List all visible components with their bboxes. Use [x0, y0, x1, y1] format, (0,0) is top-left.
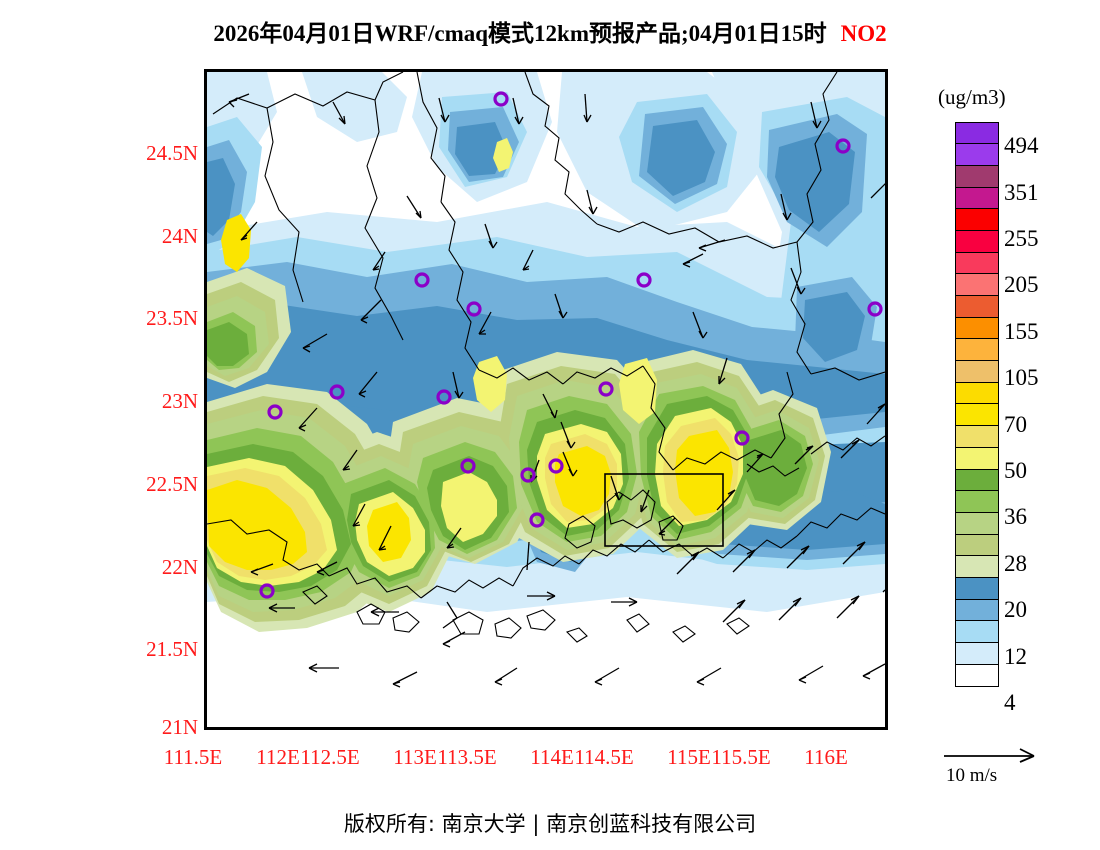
station-marker[interactable]: [636, 272, 652, 288]
colorbar-band: [955, 403, 999, 427]
colorbar-band: [955, 381, 999, 405]
colorbar-band: [955, 295, 999, 319]
colorbar-tick-label: 494: [1004, 133, 1039, 159]
station-marker[interactable]: [548, 458, 564, 474]
x-axis-label: 115E: [667, 745, 711, 769]
y-axis-label: 22.5N: [146, 472, 198, 496]
wind-scale-key: 10 m/s: [940, 745, 1090, 786]
colorbar-band: [955, 273, 999, 297]
colorbar-band: [955, 511, 999, 536]
y-axis-label: 23.5N: [146, 306, 198, 330]
station-marker[interactable]: [598, 381, 614, 397]
station-marker[interactable]: [267, 404, 283, 420]
colorbar-band: [955, 490, 999, 514]
colorbar-tick-label: 28: [1004, 550, 1027, 576]
y-axis-label: 24N: [161, 224, 198, 248]
colorbar-band: [955, 468, 999, 492]
contour-field: [207, 72, 885, 727]
x-axis-label: 111.5E: [163, 745, 223, 769]
colorbar-band: [955, 316, 999, 340]
station-marker[interactable]: [329, 384, 345, 400]
station-marker[interactable]: [259, 583, 275, 599]
species-label: NO2: [840, 21, 887, 46]
y-axis-label: 24.5N: [146, 141, 198, 165]
wind-vector-field: [228, 93, 885, 688]
colorbar-band: [955, 425, 999, 449]
colorbar-band: [955, 338, 999, 362]
colorbar-tick-label: 205: [1004, 272, 1039, 298]
colorbar-band: [955, 229, 999, 254]
colorbar-tick-label: 4: [1004, 690, 1016, 715]
x-axis-label: 113.5E: [437, 745, 497, 769]
y-axis-label: 23N: [161, 389, 198, 413]
colorbar-tick-label: 36: [1004, 504, 1027, 530]
coastline-and-borders: [207, 72, 885, 643]
colorbar-units: (ug/m3): [938, 85, 1006, 109]
colorbar-tick-label: 351: [1004, 179, 1039, 205]
station-marker[interactable]: [414, 272, 430, 288]
colorbar-tick-label: 20: [1004, 597, 1027, 623]
colorbar-band: [955, 208, 999, 232]
forecast-map-plot[interactable]: [204, 69, 888, 730]
station-marker[interactable]: [436, 389, 452, 405]
station-marker-group[interactable]: [259, 91, 883, 599]
copyright-footer: 版权所有: 南京大学 | 南京创蓝科技有限公司: [343, 812, 757, 836]
colorbar-band: [955, 620, 999, 644]
station-marker[interactable]: [466, 301, 482, 317]
wind-scale-label: 10 m/s: [946, 765, 998, 786]
station-marker[interactable]: [529, 512, 545, 528]
colorbar[interactable]: [955, 121, 999, 687]
x-axis-label: 115.5E: [711, 745, 771, 769]
colorbar-band: [955, 663, 999, 687]
colorbar-band: [955, 642, 999, 666]
x-axis-label: 112E: [256, 745, 300, 769]
page-title: 2026年04月01日WRF/cmaq模式12km预报产品;04月01日15时 N…: [0, 14, 1100, 48]
station-marker[interactable]: [460, 458, 476, 474]
colorbar-band: [955, 164, 999, 189]
colorbar-tick-label: 105: [1004, 365, 1039, 391]
y-axis-label: 21.5N: [146, 637, 198, 661]
colorbar-band: [955, 251, 999, 275]
colorbar-band: [955, 533, 999, 557]
station-marker[interactable]: [734, 430, 750, 446]
colorbar-band: [955, 143, 999, 167]
colorbar-tick-label: 70: [1004, 411, 1027, 437]
colorbar-band: [955, 598, 999, 622]
colorbar-band: [955, 121, 999, 145]
x-axis-label: 113E: [393, 745, 437, 769]
colorbar-band: [955, 186, 999, 210]
y-axis-label: 22N: [161, 555, 198, 579]
x-axis-label: 112.5E: [300, 745, 360, 769]
y-axis-label: 21N: [161, 715, 198, 739]
right-arrow-icon: [944, 748, 1035, 763]
colorbar-tick-label: 155: [1004, 318, 1039, 344]
inset-region-box: [604, 473, 724, 547]
colorbar-band: [955, 555, 999, 579]
x-axis-label: 114E: [530, 745, 574, 769]
x-axis-label: 116E: [804, 745, 848, 769]
station-marker[interactable]: [867, 301, 883, 317]
station-marker[interactable]: [493, 91, 509, 107]
colorbar-tick-label: 12: [1004, 643, 1027, 669]
colorbar-band: [955, 576, 999, 601]
colorbar-band: [955, 360, 999, 384]
station-marker[interactable]: [520, 467, 536, 483]
x-axis-label: 114.5E: [574, 745, 634, 769]
station-marker[interactable]: [835, 138, 851, 154]
colorbar-tick-label: 50: [1004, 458, 1027, 483]
title-text: 2026年04月01日WRF/cmaq模式12km预报产品;04月01日15时: [213, 21, 827, 46]
colorbar-band: [955, 446, 999, 470]
colorbar-tick-label: 255: [1004, 226, 1039, 251]
